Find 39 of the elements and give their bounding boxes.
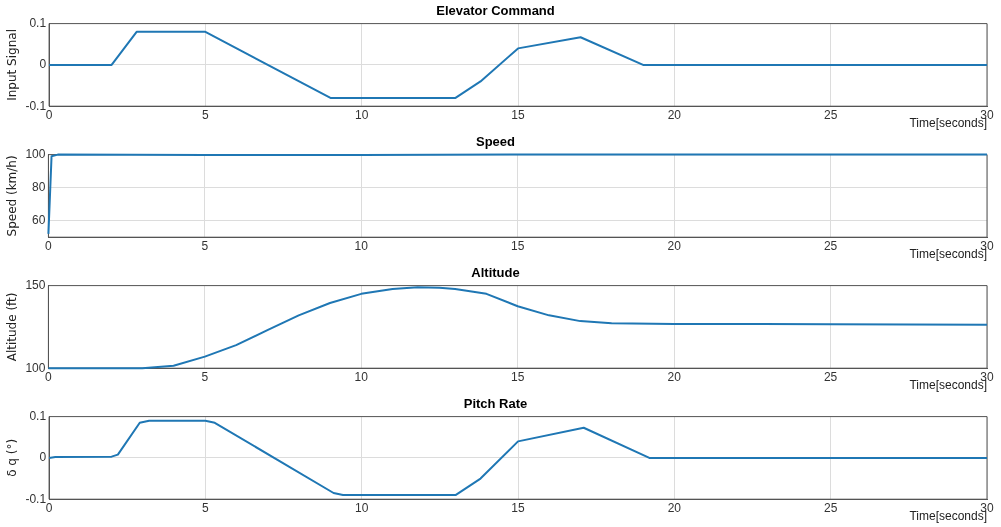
x-tick-label: 10 (355, 500, 369, 515)
x-tick-label: 20 (667, 500, 682, 515)
y-tick-label: 60 (32, 212, 46, 227)
y-tick-label: 80 (32, 179, 46, 194)
chart-title: Elevator Command (436, 3, 555, 19)
x-tick-label: 5 (202, 107, 210, 122)
x-tick-label: 10 (354, 369, 369, 384)
x-tick-label: 10 (355, 107, 369, 122)
y-tick-label: -0.1 (25, 98, 47, 113)
y-axis-title: Speed (km/h) (5, 155, 20, 237)
chart-title: Pitch Rate (463, 396, 528, 412)
y-tick-label: 100 (25, 360, 46, 375)
y-tick-label: 0 (39, 57, 47, 72)
y-tick-label: 0 (39, 450, 47, 465)
y-tick-label: -0.1 (25, 491, 47, 506)
x-tick-label: 20 (667, 238, 682, 253)
x-tick-label: 20 (667, 107, 682, 122)
x-tick-label: 10 (354, 238, 369, 253)
y-tick-label: 150 (25, 277, 46, 292)
x-tick-label: 25 (823, 369, 838, 384)
x-tick-label: 5 (202, 500, 210, 515)
x-tick-label: 15 (511, 107, 526, 122)
x-tick-label: 5 (201, 369, 209, 384)
x-tick-label: 25 (824, 107, 838, 122)
chart-title: Speed (475, 134, 516, 150)
y-axis-title: Input Signal (5, 29, 20, 101)
x-tick-label: 15 (511, 238, 525, 253)
x-tick-label: 20 (667, 369, 682, 384)
x-tick-label: 15 (511, 500, 526, 515)
chart-title: Altitude (471, 265, 520, 281)
y-tick-label: 0.1 (29, 15, 47, 30)
x-tick-label: 5 (201, 238, 209, 253)
x-tick-label: 25 (823, 238, 838, 253)
y-axis-title: δ q (°) (5, 438, 20, 477)
y-tick-label: 100 (25, 146, 46, 161)
x-tick-label: 15 (511, 369, 525, 384)
x-tick-label: 25 (824, 500, 838, 515)
y-tick-label: 0.1 (29, 408, 47, 423)
y-axis-title: Altitude (ft) (5, 292, 20, 362)
